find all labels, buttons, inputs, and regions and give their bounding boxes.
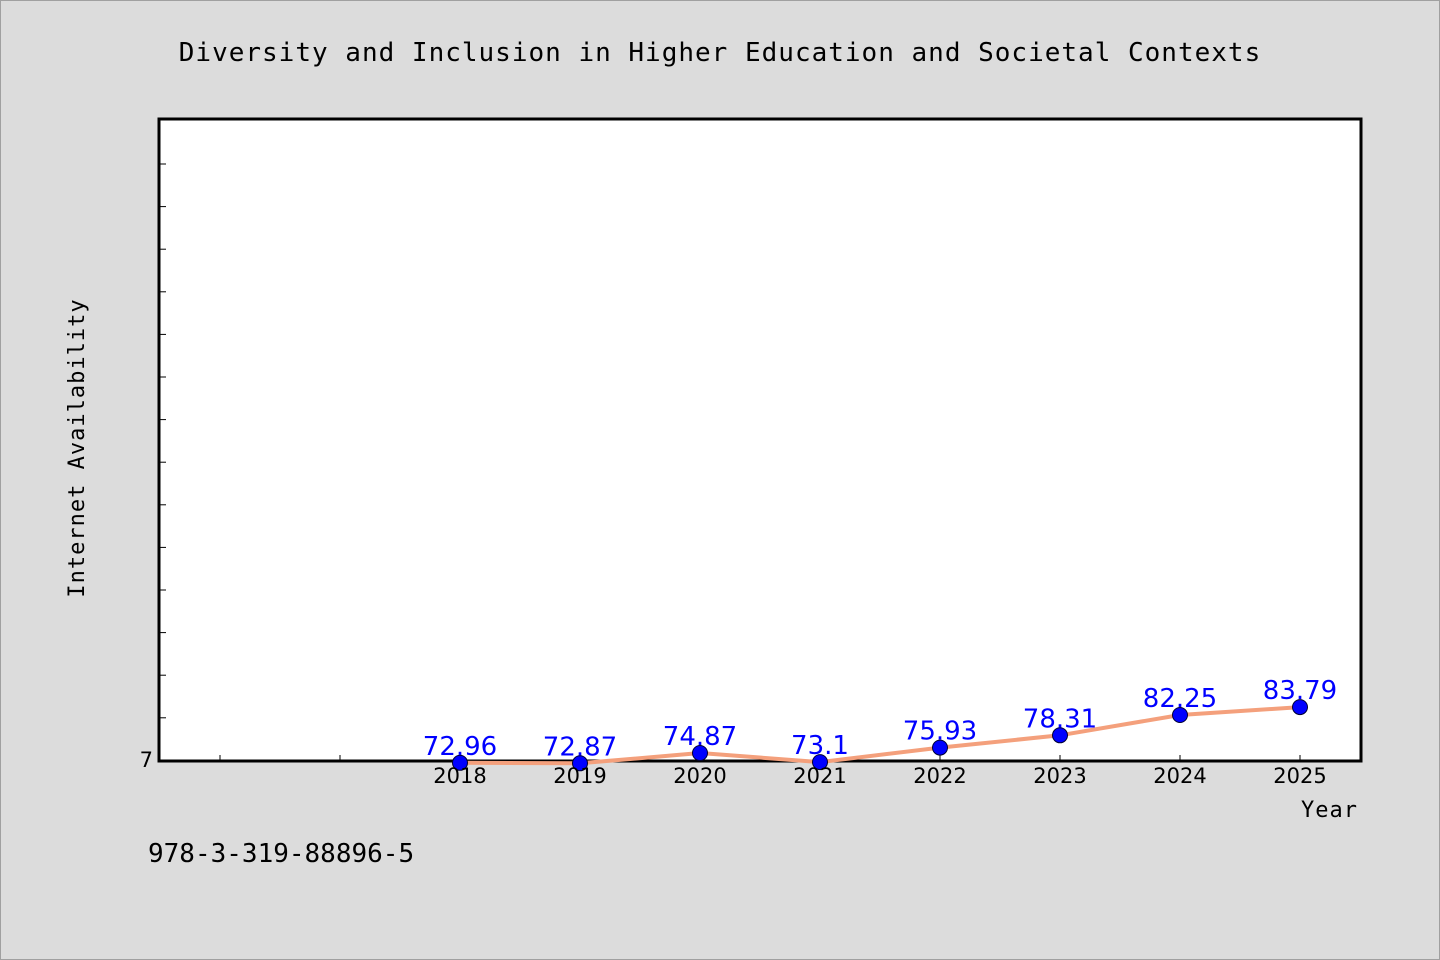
data-point [1052,727,1068,744]
plot-area [157,117,1363,763]
data-label: 72.96 [423,732,497,762]
x-tick-label: 2023 [1033,764,1086,788]
data-markers [452,699,1308,772]
x-tick-label: 2022 [913,764,966,788]
data-label: 78.31 [1023,704,1097,734]
series-line-group [458,705,1302,766]
data-label: 74.87 [663,722,737,752]
data-point [932,739,948,756]
data-point [1172,707,1188,723]
x-tick-label: 2020 [673,764,726,788]
data-point [812,754,828,771]
data-point [692,745,708,761]
data-point [1292,699,1308,716]
data-point [572,755,588,772]
data-label: 82.25 [1143,684,1217,714]
x-tick-label: 2019 [553,764,606,788]
x-tick-label: 2024 [1153,764,1206,788]
data-label: 83.79 [1263,676,1337,706]
x-axis-label: Year [1301,798,1358,823]
data-label: 75.93 [903,717,977,747]
y-axis-label: Internet Availability [65,298,90,597]
series-line [458,705,1302,766]
data-label: 73.1 [791,731,849,761]
x-axis-extra-ticks [219,755,341,761]
x-tick-labels: 2018 2019 2020 2021 2022 2023 2024 2025 [433,764,1326,788]
x-tick-label: 2018 [433,764,486,788]
data-point [452,754,468,771]
data-label: 72.87 [543,732,617,762]
chart-title: Diversity and Inclusion in Higher Educat… [179,38,1261,68]
x-tick-label: 2025 [1273,764,1326,788]
y-tick-label: 7 [140,748,153,772]
x-tick-label: 2021 [793,764,846,788]
isbn-footnote: 978-3-319-88896-5 [148,839,414,869]
data-labels: 72.96 72.87 74.87 73.1 75.93 78.31 82.25 83.79 [423,676,1337,762]
y-axis-ticks [159,163,166,761]
